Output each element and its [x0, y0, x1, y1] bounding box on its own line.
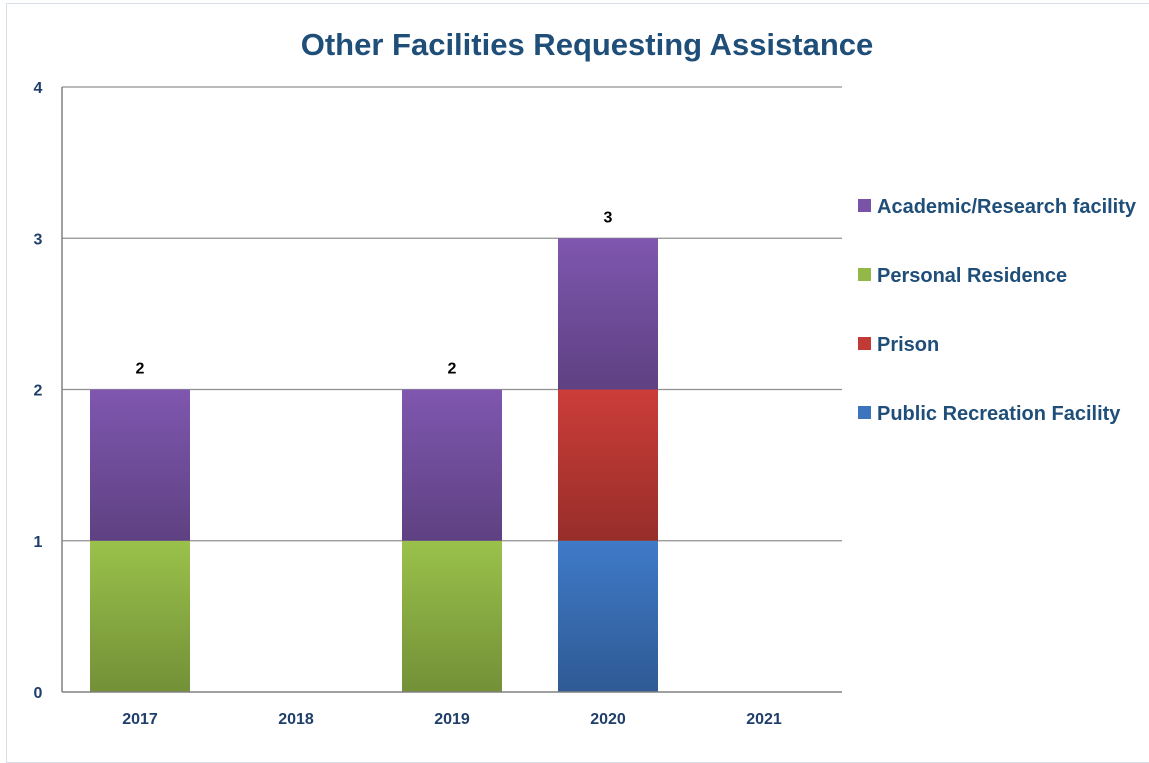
- bar-segment: [90, 540, 190, 692]
- x-tick-label: 2018: [278, 711, 314, 728]
- bar-segment: [558, 540, 658, 692]
- bar-segment: [402, 540, 502, 692]
- y-axis-tick-labels: 0 1 2 3 4: [34, 80, 43, 702]
- bar-segment: [402, 389, 502, 541]
- bar-segment: [558, 238, 658, 390]
- total-data-labels: 2 2 3: [136, 209, 613, 377]
- bar-segment: [90, 389, 190, 541]
- y-tick-label: 2: [34, 383, 43, 400]
- data-label: 2: [136, 361, 145, 378]
- legend-swatch: [858, 268, 871, 281]
- x-tick-label: 2019: [434, 711, 470, 728]
- x-tick-label: 2020: [590, 711, 626, 728]
- legend-swatch: [858, 199, 871, 212]
- x-tick-label: 2021: [746, 711, 782, 728]
- y-tick-label: 0: [34, 685, 43, 702]
- y-tick-label: 4: [34, 80, 43, 97]
- x-tick-label: 2017: [122, 711, 158, 728]
- chart-title: Other Facilities Requesting Assistance: [301, 27, 874, 62]
- legend-swatch: [858, 337, 871, 350]
- axes: [61, 87, 842, 693]
- stacked-bar-chart: Other Facilities Requesting Assistance 0…: [34, 27, 1137, 728]
- data-label: 3: [604, 209, 613, 226]
- legend-swatch: [858, 406, 871, 419]
- legend-label: Personal Residence: [877, 265, 1067, 287]
- legend-label: Prison: [877, 334, 939, 356]
- y-tick-label: 1: [34, 534, 43, 551]
- data-label: 2: [448, 361, 457, 378]
- legend: Academic/Research facility Personal Resid…: [858, 196, 1137, 425]
- legend-label: Public Recreation Facility: [877, 403, 1121, 425]
- legend-label: Academic/Research facility: [877, 196, 1137, 218]
- bar-segment: [558, 389, 658, 541]
- bars: [90, 238, 658, 692]
- x-axis-tick-labels: 2017 2018 2019 2020 2021: [122, 711, 782, 728]
- y-tick-label: 3: [34, 231, 43, 248]
